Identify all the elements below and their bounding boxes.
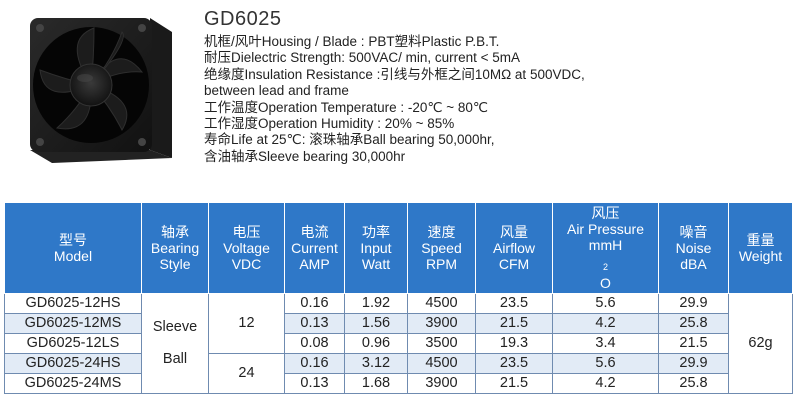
cell-rpm: 3900 (407, 312, 476, 334)
cell-pressure: 5.6 (552, 352, 659, 374)
spec-list: 机框/风叶Housing / Blade : PBT塑料Plastic P.B.… (204, 34, 794, 165)
cell-current: 0.08 (284, 332, 345, 354)
table-row: GD6025-12MS 0.13 1.56 3900 21.5 4.2 25.8 (4, 312, 793, 334)
spec-insulation: 绝缘度Insulation Resistance :引线与外框之间10MΩ at… (204, 66, 585, 82)
spec-insulation-cont: between lead and frame (204, 83, 349, 99)
spec-life-sleeve: 含油轴承Sleeve bearing 30,000hr (204, 148, 406, 164)
header-model: 型号 Model (4, 202, 142, 294)
cell-current: 0.13 (284, 372, 345, 394)
cell-rpm: 4500 (407, 352, 476, 374)
cell-pressure: 5.6 (552, 292, 659, 314)
cell-voltage-12: 12 (208, 292, 285, 354)
table-row: GD6025-24HS 24 0.16 3.12 4500 23.5 5.6 2… (4, 352, 793, 394)
cell-current: 0.16 (284, 292, 345, 314)
cell-watt: 0.96 (344, 332, 408, 354)
cell-noise: 29.9 (658, 352, 729, 374)
cell-cfm: 23.5 (475, 292, 553, 314)
header-airflow: 风量 Airflow CFM (475, 202, 553, 294)
spec-temperature: 工作温度Operation Temperature : -20℃ ~ 80℃ (204, 99, 489, 115)
cell-noise: 25.8 (658, 372, 729, 394)
cell-cfm: 23.5 (475, 352, 553, 374)
cell-weight: 62g (728, 292, 793, 394)
spec-housing: 机框/风叶Housing / Blade : PBT塑料Plastic P.B.… (204, 34, 500, 49)
cell-bearing: Sleeve Ball (141, 292, 209, 394)
cell-watt: 1.68 (344, 372, 408, 394)
cell-rpm: 4500 (407, 292, 476, 314)
cell-voltage-24: 24 (208, 352, 285, 394)
cell-noise: 29.9 (658, 292, 729, 314)
cell-noise: 25.8 (658, 312, 729, 334)
header-voltage: 电压 Voltage VDC (208, 202, 285, 294)
header-weight: 重量 Weight (728, 202, 793, 294)
cell-cfm: 21.5 (475, 372, 553, 394)
product-model-title: GD6025 (204, 8, 282, 30)
header-noise: 噪音 Noise dBA (658, 202, 729, 294)
cell-pressure: 3.4 (552, 332, 659, 354)
cell-model: GD6025-12MS (4, 312, 142, 334)
spec-humidity: 工作湿度Operation Humidity : 20% ~ 85% (204, 116, 455, 132)
cell-watt: 3.12 (344, 352, 408, 374)
cell-noise: 21.5 (658, 332, 729, 354)
fan-product-image (30, 18, 172, 163)
header-current: 电流 Current AMP (284, 202, 345, 294)
cell-current: 0.16 (284, 352, 345, 374)
table-row: GD6025-24MS 0.13 1.68 3900 21.5 4.2 25.8 (4, 372, 793, 394)
cell-watt: 1.92 (344, 292, 408, 314)
spec-table: 型号 Model 轴承 Bearing Style 电压 Voltage VDC 电流 Cu… (4, 202, 793, 394)
cell-watt: 1.56 (344, 312, 408, 334)
cell-pressure: 4.2 (552, 312, 659, 334)
cell-cfm: 21.5 (475, 312, 553, 334)
table-header-row: 型号 Model 轴承 Bearing Style 电压 Voltage VDC 电流 Cu… (4, 202, 793, 294)
cell-model: GD6025-24HS (4, 352, 142, 374)
header-speed: 速度 Speed RPM (407, 202, 476, 294)
header-bearing: 轴承 Bearing Style (141, 202, 209, 294)
cell-rpm: 3900 (407, 372, 476, 394)
spec-dielectric: 耐压Dielectric Strength: 500VAC/ min, curr… (204, 50, 520, 66)
spec-life-ball: 寿命Life at 25℃: 滚珠轴承Ball bearing 50,000hr… (204, 132, 495, 148)
cell-model: GD6025-24MS (4, 372, 142, 394)
header-input: 功率 Input Watt (344, 202, 408, 294)
cell-current: 0.13 (284, 312, 345, 334)
cell-pressure: 4.2 (552, 372, 659, 394)
cell-rpm: 3500 (407, 332, 476, 354)
header-air-pressure: 风压 Air Pressure mmH 2 O (552, 202, 659, 294)
table-row: GD6025-12HS Sleeve Ball 12 0.16 1.92 4500… (4, 292, 793, 394)
cell-model: GD6025-12LS (4, 332, 142, 354)
cell-model: GD6025-12HS (4, 292, 142, 314)
table-row: GD6025-12LS 0.08 0.96 3500 19.3 3.4 21.5 (4, 332, 793, 354)
cell-cfm: 19.3 (475, 332, 553, 354)
